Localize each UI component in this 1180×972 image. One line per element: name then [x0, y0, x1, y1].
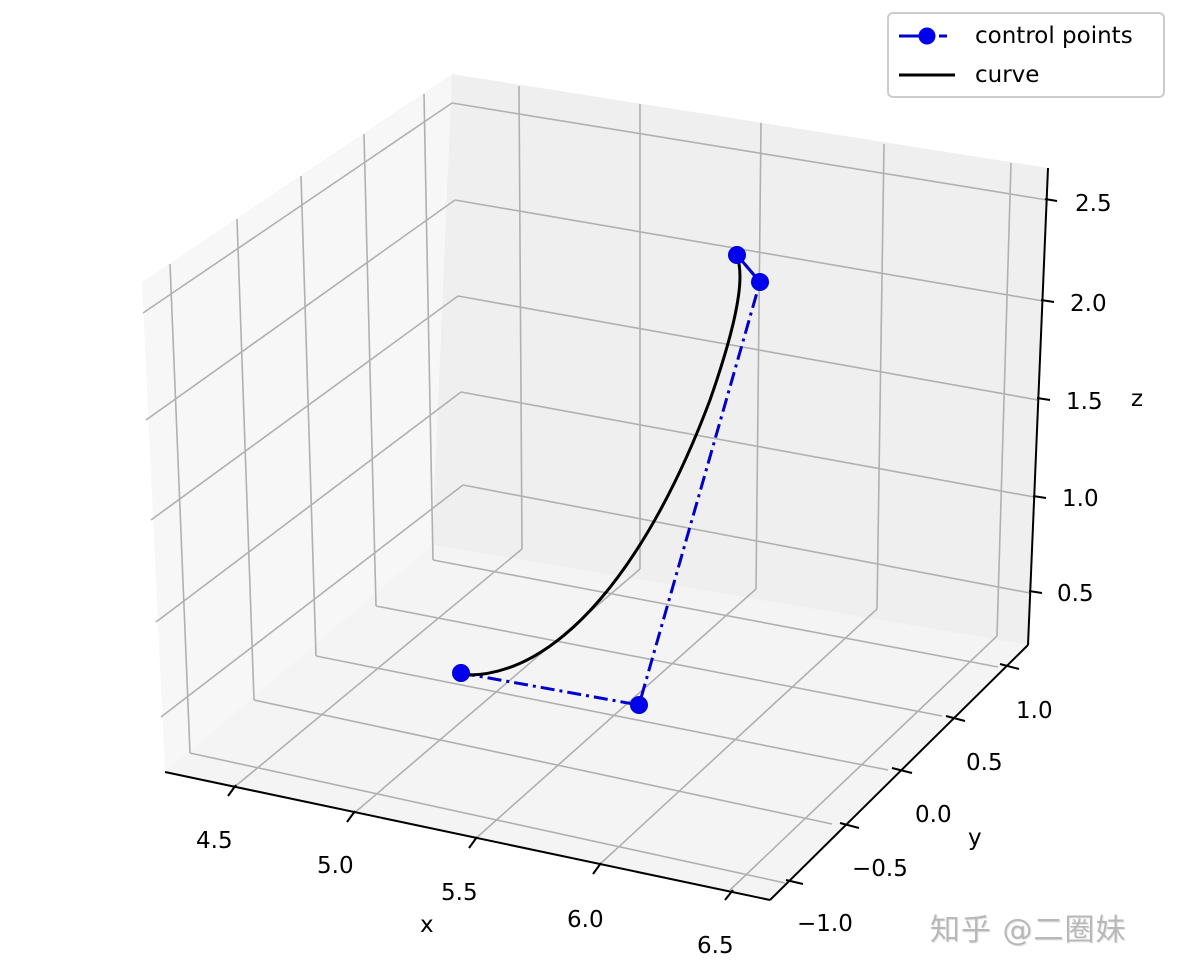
legend-label: control points: [975, 23, 1133, 49]
axes: [164, 167, 1058, 901]
y-axis-line: [769, 644, 1029, 901]
control-point-markers: [452, 246, 769, 714]
z-axis-label: z: [1131, 386, 1143, 412]
svg-text:0.0: 0.0: [915, 802, 952, 828]
watermark: 知乎 @二圈妹: [930, 913, 1127, 948]
legend-item-control-points: control points: [899, 21, 1133, 51]
control-point-marker: [630, 696, 648, 714]
svg-text:2.0: 2.0: [1070, 291, 1107, 317]
svg-text:5.0: 5.0: [317, 853, 354, 879]
y-tick-labels: −1.0 −0.5 0.0 0.5 1.0: [797, 698, 1053, 937]
x-axis-label: x: [420, 912, 434, 938]
back-pane: [432, 74, 1048, 645]
legend: control points curve: [887, 12, 1165, 98]
control-point-marker: [452, 664, 470, 682]
svg-text:1.0: 1.0: [1062, 486, 1099, 512]
bezier-curve: [460, 255, 742, 677]
svg-text:1.0: 1.0: [1016, 698, 1053, 724]
curve-swatch-icon: [899, 60, 959, 90]
svg-text:1.5: 1.5: [1066, 389, 1103, 415]
svg-text:−1.0: −1.0: [797, 911, 853, 937]
svg-text:6.0: 6.0: [567, 907, 604, 933]
svg-text:0.5: 0.5: [966, 750, 1003, 776]
svg-text:0.5: 0.5: [1057, 581, 1094, 607]
y-axis-label: y: [968, 825, 982, 851]
svg-text:4.5: 4.5: [196, 828, 233, 854]
z-axis-line: [1027, 167, 1049, 646]
legend-label: curve: [975, 62, 1040, 88]
x-tick-labels: 4.5 5.0 5.5 6.0 6.5: [196, 828, 734, 959]
svg-text:5.5: 5.5: [441, 880, 478, 906]
control-point-marker: [751, 273, 769, 291]
control-point-marker: [728, 246, 746, 264]
control-polygon: [460, 254, 762, 707]
svg-text:−0.5: −0.5: [852, 856, 908, 882]
grid-lines: [142, 85, 1048, 891]
legend-item-curve: curve: [899, 60, 1039, 90]
left-pane: [142, 74, 452, 772]
svg-text:6.5: 6.5: [697, 933, 734, 959]
z-tick-labels: 0.5 1.0 1.5 2.0 2.5: [1057, 191, 1112, 607]
x-axis-line: [164, 771, 771, 901]
control-points-swatch-icon: [899, 21, 959, 51]
svg-text:2.5: 2.5: [1075, 191, 1112, 217]
